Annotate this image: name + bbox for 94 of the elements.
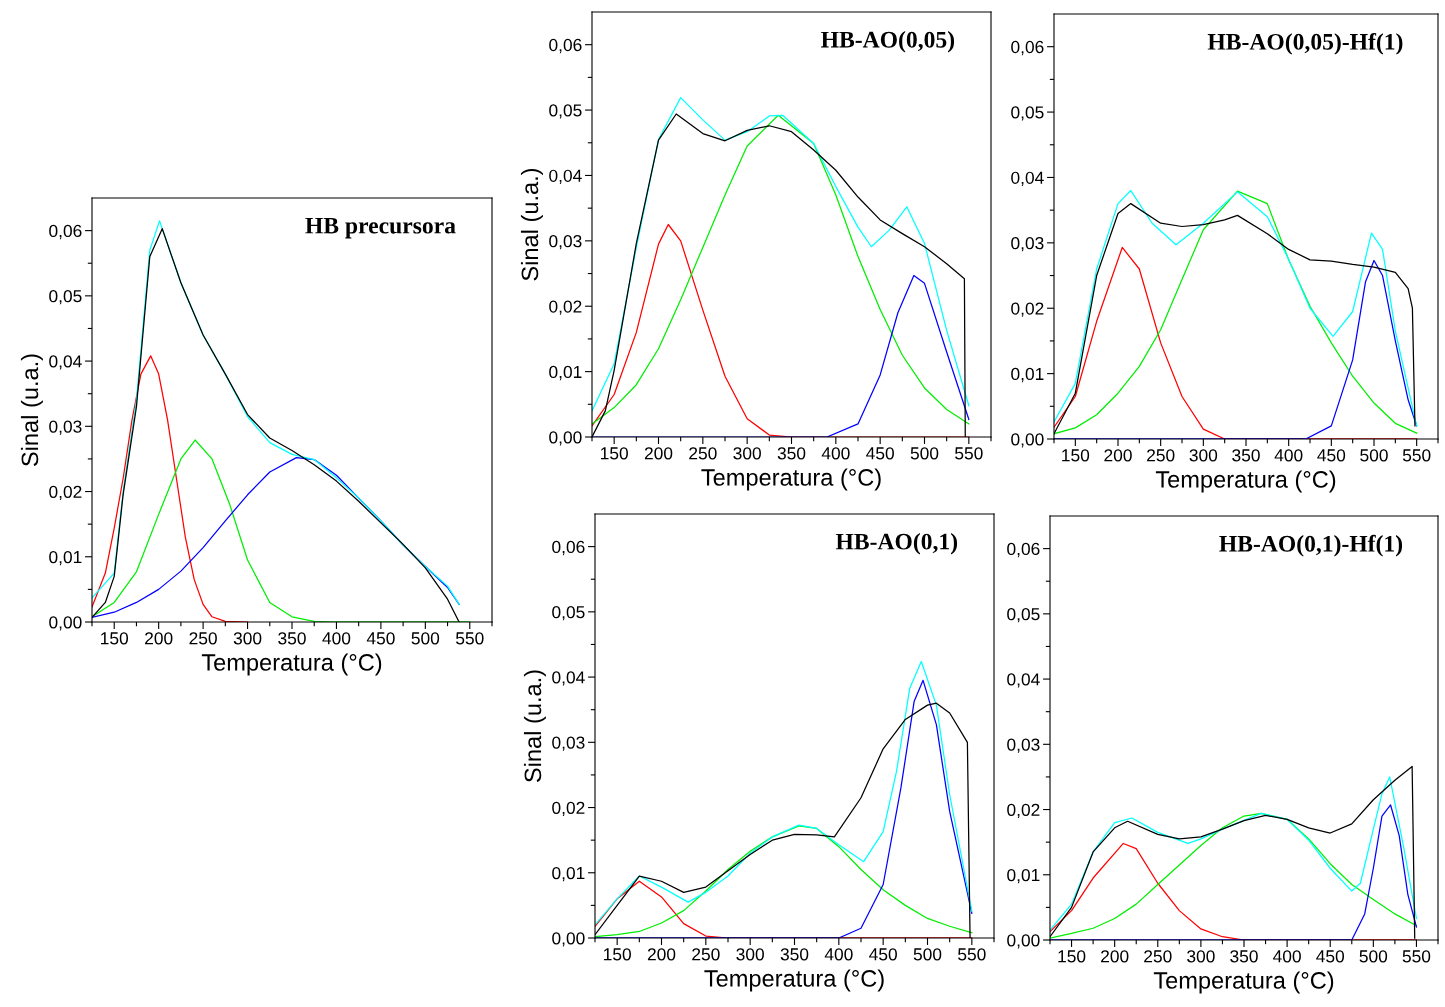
x-tick-label: 150 [1058,950,1086,963]
y-tick-label: 0,06 [1011,40,1044,56]
x-tick-label: 500 [1360,449,1388,462]
y-tick-label: 0,06 [49,224,82,240]
x-axis-title: Temperatura (°C) [201,653,382,676]
x-tick-label: 300 [736,948,764,961]
y-tick-label: 0,00 [1011,433,1044,448]
y-tick-label: 0,04 [552,671,585,686]
x-tick-label: 300 [733,447,761,460]
x-tick-label: 500 [913,948,942,961]
x-tick-label: 400 [824,948,853,961]
x-tick-label: 200 [145,632,173,645]
y-tick-label: 0,00 [552,932,585,947]
x-tick-label: 250 [1144,950,1172,963]
x-tick-label: 500 [1359,950,1388,963]
y-tick-label: 0,01 [1007,868,1040,884]
x-tick-label: 350 [278,632,306,645]
x-tick-label: 400 [821,447,850,460]
x-tick-label: 450 [866,447,894,460]
y-tick-label: 0,03 [549,235,582,250]
text: HB precursora [305,217,456,239]
y-tick-label: 0,04 [49,355,82,370]
x-tick-label: 300 [233,632,262,645]
x-tick-label: 150 [101,632,129,645]
y-tick-label: 0,00 [1007,934,1040,949]
y-axis-title: Sinal (u.a.) [520,168,543,281]
y-tick-label: 0,00 [549,431,582,446]
y-tick-label: 0,03 [552,736,585,751]
x-tick-label: 250 [692,948,720,961]
y-tick-label: 0,01 [49,550,82,566]
x-tick-label: 400 [1274,449,1303,462]
y-tick-label: 0,04 [1007,673,1040,688]
x-tick-label: 200 [644,447,673,460]
x-tick-label: 200 [1101,950,1129,963]
y-tick-label: 0,05 [549,104,582,119]
x-tick-label: 250 [689,447,717,460]
x-tick-label: 200 [647,948,676,961]
x-tick-label: 500 [411,632,440,645]
y-tick-label: 0,04 [1011,171,1044,186]
x-tick-label: 350 [780,948,809,961]
y-tick-label: 0,04 [549,169,582,184]
y-axis-title: Sinal (u.a.) [523,670,546,783]
x-tick-label: 400 [322,632,351,645]
x-axis-title: Temperatura (°C) [1153,971,1334,994]
y-tick-label: 0,03 [1007,738,1040,753]
text: HB-AO(0,1)-Hf(1) [1219,534,1403,557]
line-series [595,825,973,938]
y-tick-label: 0,03 [49,420,82,435]
y-tick-label: 0,01 [552,866,585,882]
x-tick-label: 350 [1232,449,1260,462]
x-tick-label: 150 [1062,449,1090,462]
x-tick-label: 400 [1273,950,1301,963]
text: HB-AO(0,1) [835,532,958,555]
y-tick-label: 0,02 [552,801,585,817]
x-tick-label: 550 [1402,449,1431,462]
y-tick-label: 0,01 [549,365,582,381]
y-tick-label: 0,01 [1011,367,1044,383]
y-tick-label: 0,00 [49,616,82,631]
text: HB-AO(0,05) [821,31,955,53]
x-tick-label: 550 [955,447,983,460]
x-tick-label: 550 [455,632,484,645]
x-tick-label: 150 [604,948,631,961]
y-tick-label: 0,02 [1007,803,1040,819]
x-tick-label: 250 [1147,449,1175,462]
x-tick-label: 450 [1316,950,1345,963]
x-tick-label: 450 [1317,449,1346,462]
x-axis-title: Temperatura (°C) [704,969,884,992]
y-tick-label: 0,05 [49,290,82,305]
x-tick-label: 300 [1187,950,1215,963]
x-tick-label: 300 [1189,449,1218,462]
y-tick-label: 0,06 [1007,542,1040,558]
y-tick-label: 0,03 [1011,237,1044,252]
y-axis-title: Sinal (u.a.) [20,354,43,467]
y-tick-label: 0,06 [549,38,582,54]
y-tick-label: 0,05 [552,606,585,621]
x-axis-title: Temperatura (°C) [1155,470,1336,493]
text: HB-AO(0,05)-Hf(1) [1207,32,1403,55]
x-tick-label: 450 [366,632,395,645]
y-tick-label: 0,02 [1011,302,1044,317]
y-tick-label: 0,05 [1007,608,1040,623]
x-tick-label: 550 [958,948,986,961]
x-tick-label: 350 [1230,950,1258,963]
x-tick-label: 500 [910,447,939,460]
y-tick-label: 0,02 [49,485,82,501]
x-tick-label: 350 [777,447,806,460]
y-tick-label: 0,05 [1011,106,1044,121]
x-tick-label: 200 [1104,449,1132,462]
x-tick-label: 150 [601,447,628,460]
y-tick-label: 0,06 [552,540,585,556]
x-tick-label: 250 [189,632,217,645]
y-tick-label: 0,02 [549,300,582,315]
x-axis-title: Temperatura (°C) [701,468,881,491]
x-tick-label: 450 [869,948,897,961]
x-tick-label: 550 [1402,950,1431,963]
